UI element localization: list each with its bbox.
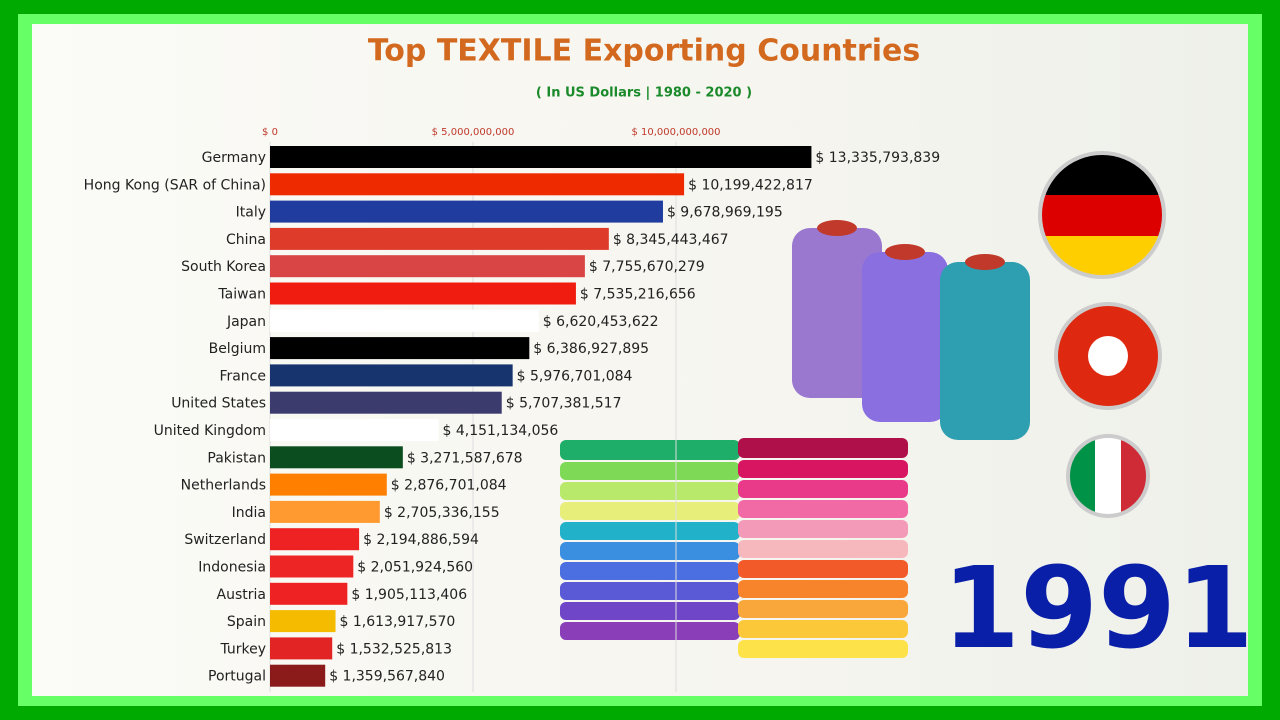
category-label: Switzerland [184,532,266,548]
bar [270,419,439,441]
category-label: Pakistan [207,450,266,466]
value-label: $ 2,876,701,084 [391,478,507,494]
chart-subtitle: ( In US Dollars | 1980 - 2020 ) [536,86,752,101]
thread-spools [792,220,1030,440]
value-label: $ 2,705,336,155 [384,505,500,521]
category-label: Taiwan [217,287,266,303]
value-label: $ 5,976,701,084 [517,368,633,384]
value-label: $ 1,905,113,406 [351,587,467,603]
bar [270,664,326,687]
value-label: $ 1,359,567,840 [329,669,445,685]
value-label: $ 8,345,443,467 [613,232,729,248]
x-tick-label: $ 5,000,000,000 [432,127,515,138]
bar [270,473,387,496]
year-label: 1991 [942,544,1254,674]
value-label: $ 13,335,793,839 [815,150,940,166]
category-label: Portugal [208,669,266,685]
bar [270,582,348,605]
bar [270,364,513,387]
fabric-stacks [560,438,908,658]
category-label: Japan [226,314,266,330]
bar [270,337,530,360]
bar [270,528,360,551]
category-label: United States [171,396,266,412]
value-label: $ 2,051,924,560 [357,560,473,576]
bar [270,637,333,660]
category-label: Belgium [209,341,266,357]
value-label: $ 6,386,927,895 [533,341,649,357]
category-label: Netherlands [181,478,266,494]
value-label: $ 4,151,134,056 [443,423,559,439]
bar [270,610,336,633]
category-label: Germany [202,150,266,166]
bar [270,391,502,414]
x-tick-label: $ 0 [262,127,278,138]
value-label: $ 1,532,525,813 [336,641,452,657]
value-label: $ 1,613,917,570 [340,614,456,630]
bar [270,255,585,278]
value-label: $ 9,678,969,195 [667,205,783,221]
category-label: United Kingdom [154,423,266,439]
category-label: Hong Kong (SAR of China) [84,177,266,193]
bar [270,500,380,523]
flag-badges [1038,151,1166,518]
category-label: Turkey [219,641,266,657]
value-label: $ 3,271,587,678 [407,450,523,466]
category-label: Spain [227,614,266,630]
value-label: $ 7,535,216,656 [580,287,696,303]
bar [270,173,685,196]
bar [270,309,539,332]
category-label: Italy [236,205,266,221]
value-label: $ 6,620,453,622 [543,314,659,330]
category-label: France [219,368,266,384]
bar [270,555,354,578]
bar [270,146,812,168]
category-label: India [232,505,266,521]
bar [270,282,576,305]
value-label: $ 2,194,886,594 [363,532,479,548]
category-label: Indonesia [198,560,266,576]
value-label: $ 10,199,422,817 [688,177,813,193]
bar [270,446,403,469]
category-label: South Korea [181,259,266,275]
value-label: $ 5,707,381,517 [506,396,622,412]
value-label: $ 7,755,670,279 [589,259,705,275]
chart-title: Top TEXTILE Exporting Countries [368,34,920,69]
bar [270,200,663,223]
category-label: Austria [217,587,266,603]
category-label: China [226,232,266,248]
bar [270,227,609,250]
x-tick-label: $ 10,000,000,000 [631,127,720,138]
